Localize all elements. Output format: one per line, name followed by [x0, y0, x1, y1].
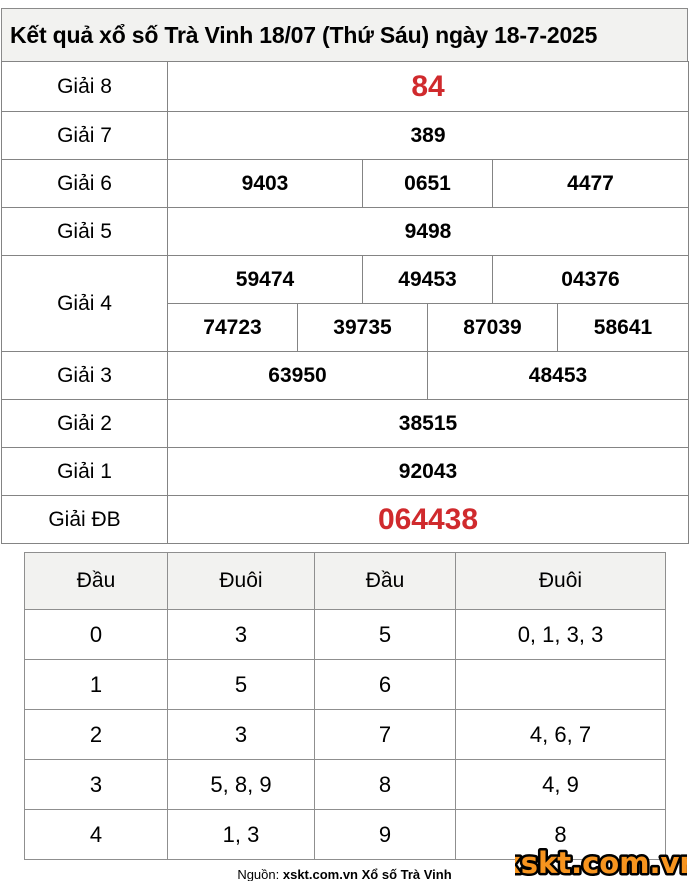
- head-tail-cell: 5: [167, 659, 315, 710]
- prize-value-special: 84: [167, 61, 689, 112]
- prize-row-3: Giải 3 63950 48453: [1, 351, 689, 400]
- prize-value: 49453: [362, 255, 493, 304]
- prize-value: 0651: [362, 159, 493, 208]
- head-tail-cell: 5: [314, 609, 456, 660]
- prize-label: Giải 3: [1, 351, 168, 400]
- head-tail-table: Đầu Đuôi Đầu Đuôi 0 3 5 0, 1, 3, 3 1 5 6…: [24, 552, 666, 860]
- head-tail-header-row: Đầu Đuôi Đầu Đuôi: [24, 552, 666, 610]
- prize-value: 48453: [427, 351, 689, 400]
- head-tail-cell: [455, 659, 666, 710]
- head-tail-header: Đuôi: [455, 552, 666, 610]
- prize-row-2: Giải 2 38515: [1, 399, 689, 448]
- head-tail-cell: 7: [314, 709, 456, 760]
- head-tail-cell: 4: [24, 809, 168, 860]
- prize-row-4a: Giải 4 59474 49453 04376: [1, 255, 689, 352]
- head-tail-row: 1 5 6: [24, 659, 666, 710]
- site-logo[interactable]: xskt.com.vn: [515, 842, 687, 881]
- prize-value: 92043: [167, 447, 689, 496]
- prize-value: 04376: [492, 255, 689, 304]
- head-tail-cell: 8: [455, 809, 666, 860]
- prize-label: Giải 5: [1, 207, 168, 256]
- head-tail-header: Đầu: [24, 552, 168, 610]
- prize-label: Giải 7: [1, 111, 168, 160]
- prize-value: 63950: [167, 351, 428, 400]
- prize-label: Giải 8: [1, 61, 168, 112]
- head-tail-row: 0 3 5 0, 1, 3, 3: [24, 609, 666, 660]
- prize-value: 58641: [557, 303, 689, 352]
- head-tail-header: Đuôi: [167, 552, 315, 610]
- prize-value: 59474: [167, 255, 363, 304]
- prize-row-4b: 74723 39735 87039 58641: [2, 303, 689, 352]
- source-prefix: Nguồn:: [237, 867, 283, 881]
- head-tail-cell: 9: [314, 809, 456, 860]
- head-tail-cell: 0: [24, 609, 168, 660]
- prize-value: 9498: [167, 207, 689, 256]
- head-tail-cell: 5, 8, 9: [167, 759, 315, 810]
- prize-label: Giải ĐB: [1, 495, 168, 544]
- prize-row-7: Giải 7 389: [1, 111, 689, 160]
- prize-row-8: Giải 8 84: [1, 61, 689, 112]
- prize-value: 39735: [297, 303, 428, 352]
- prize-value: 38515: [167, 399, 689, 448]
- head-tail-cell: 3: [167, 709, 315, 760]
- head-tail-cell: 4, 9: [455, 759, 666, 810]
- prize-value: 4477: [492, 159, 689, 208]
- source-line: Nguồn: xskt.com.vn Xổ số Trà Vinh: [0, 867, 689, 881]
- head-tail-cell: 1, 3: [167, 809, 315, 860]
- prize-label: Giải 2: [1, 399, 168, 448]
- head-tail-cell: 0, 1, 3, 3: [455, 609, 666, 660]
- head-tail-row: 2 3 7 4, 6, 7: [24, 709, 666, 760]
- head-tail-cell: 1: [24, 659, 168, 710]
- head-tail-cell: 4, 6, 7: [455, 709, 666, 760]
- prize-table: Giải 8 84 Giải 7 389 Giải 6 9403 0651 44…: [1, 61, 689, 544]
- prize-row-6: Giải 6 9403 0651 4477: [1, 159, 689, 208]
- prize-row-5: Giải 5 9498: [1, 207, 689, 256]
- prize-value: 9403: [167, 159, 363, 208]
- head-tail-row: 3 5, 8, 9 8 4, 9: [24, 759, 666, 810]
- prize-value-special: 064438: [167, 495, 689, 544]
- prize-value: 74723: [167, 303, 298, 352]
- site-logo-text[interactable]: xskt.com.vn: [515, 844, 687, 881]
- source-text: xskt.com.vn Xổ số Trà Vinh: [282, 867, 452, 881]
- head-tail-cell: 3: [24, 759, 168, 810]
- prize-label: Giải 6: [1, 159, 168, 208]
- prize-row-db: Giải ĐB 064438: [1, 495, 689, 544]
- prize-row-1: Giải 1 92043: [1, 447, 689, 496]
- head-tail-cell: 3: [167, 609, 315, 660]
- head-tail-header: Đầu: [314, 552, 456, 610]
- page-title: Kết quả xổ số Trà Vinh 18/07 (Thứ Sáu) n…: [1, 8, 688, 62]
- prize-label: Giải 1: [1, 447, 168, 496]
- head-tail-row: 4 1, 3 9 8: [24, 809, 666, 860]
- head-tail-cell: 8: [314, 759, 456, 810]
- head-tail-cell: 2: [24, 709, 168, 760]
- prize-value: 389: [167, 111, 689, 160]
- prize-label: Giải 4: [1, 255, 168, 352]
- prize-value: 87039: [427, 303, 558, 352]
- head-tail-cell: 6: [314, 659, 456, 710]
